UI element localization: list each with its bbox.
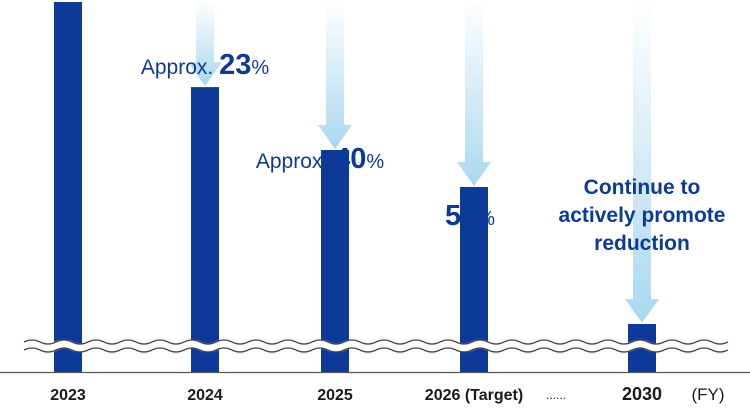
annotation-suffix: % bbox=[366, 151, 384, 173]
reduction-arrow-2 bbox=[188, 0, 222, 87]
x-axis-ellipsis: ...... bbox=[546, 388, 566, 402]
reduction-arrow-3 bbox=[318, 0, 352, 149]
x-tick-label-5: 2030 bbox=[622, 384, 662, 404]
annotation-2030-line-3: reduction bbox=[594, 232, 690, 255]
annotation-suffix: % bbox=[477, 208, 495, 230]
annotation-suffix: % bbox=[251, 57, 269, 79]
annotation-number: 23 bbox=[219, 49, 251, 81]
annotation-prefix: Approx. bbox=[141, 56, 219, 79]
reduction-arrow-4 bbox=[457, 0, 491, 186]
x-axis-unit-label: (FY) bbox=[691, 385, 724, 404]
reduction-arrow-5 bbox=[625, 0, 659, 323]
x-tick-label-1: 2023 bbox=[50, 387, 86, 404]
annotation-2025: Approx. 40% bbox=[256, 143, 384, 175]
x-tick-label-4: 2026 (Target) bbox=[425, 387, 523, 404]
annotation-2030-line-2: actively promote bbox=[559, 204, 726, 227]
axis-break-line-top bbox=[23, 339, 729, 345]
bar-3 bbox=[321, 150, 349, 372]
axis-break-line-bottom bbox=[23, 347, 729, 353]
bar-1 bbox=[54, 2, 82, 372]
annotation-number: 50 bbox=[445, 200, 477, 232]
bar-2 bbox=[191, 87, 219, 372]
x-tick-label-2: 2024 bbox=[187, 387, 223, 404]
x-tick-label-3: 2025 bbox=[317, 387, 353, 404]
annotation-2026: 50% bbox=[445, 200, 495, 232]
annotation-prefix: Approx. bbox=[256, 150, 334, 173]
annotation-number: 40 bbox=[334, 143, 366, 175]
axis-break-band bbox=[21, 339, 731, 353]
annotation-2024: Approx. 23% bbox=[141, 49, 269, 81]
annotation-2030-line-1: Continue to bbox=[584, 176, 701, 199]
